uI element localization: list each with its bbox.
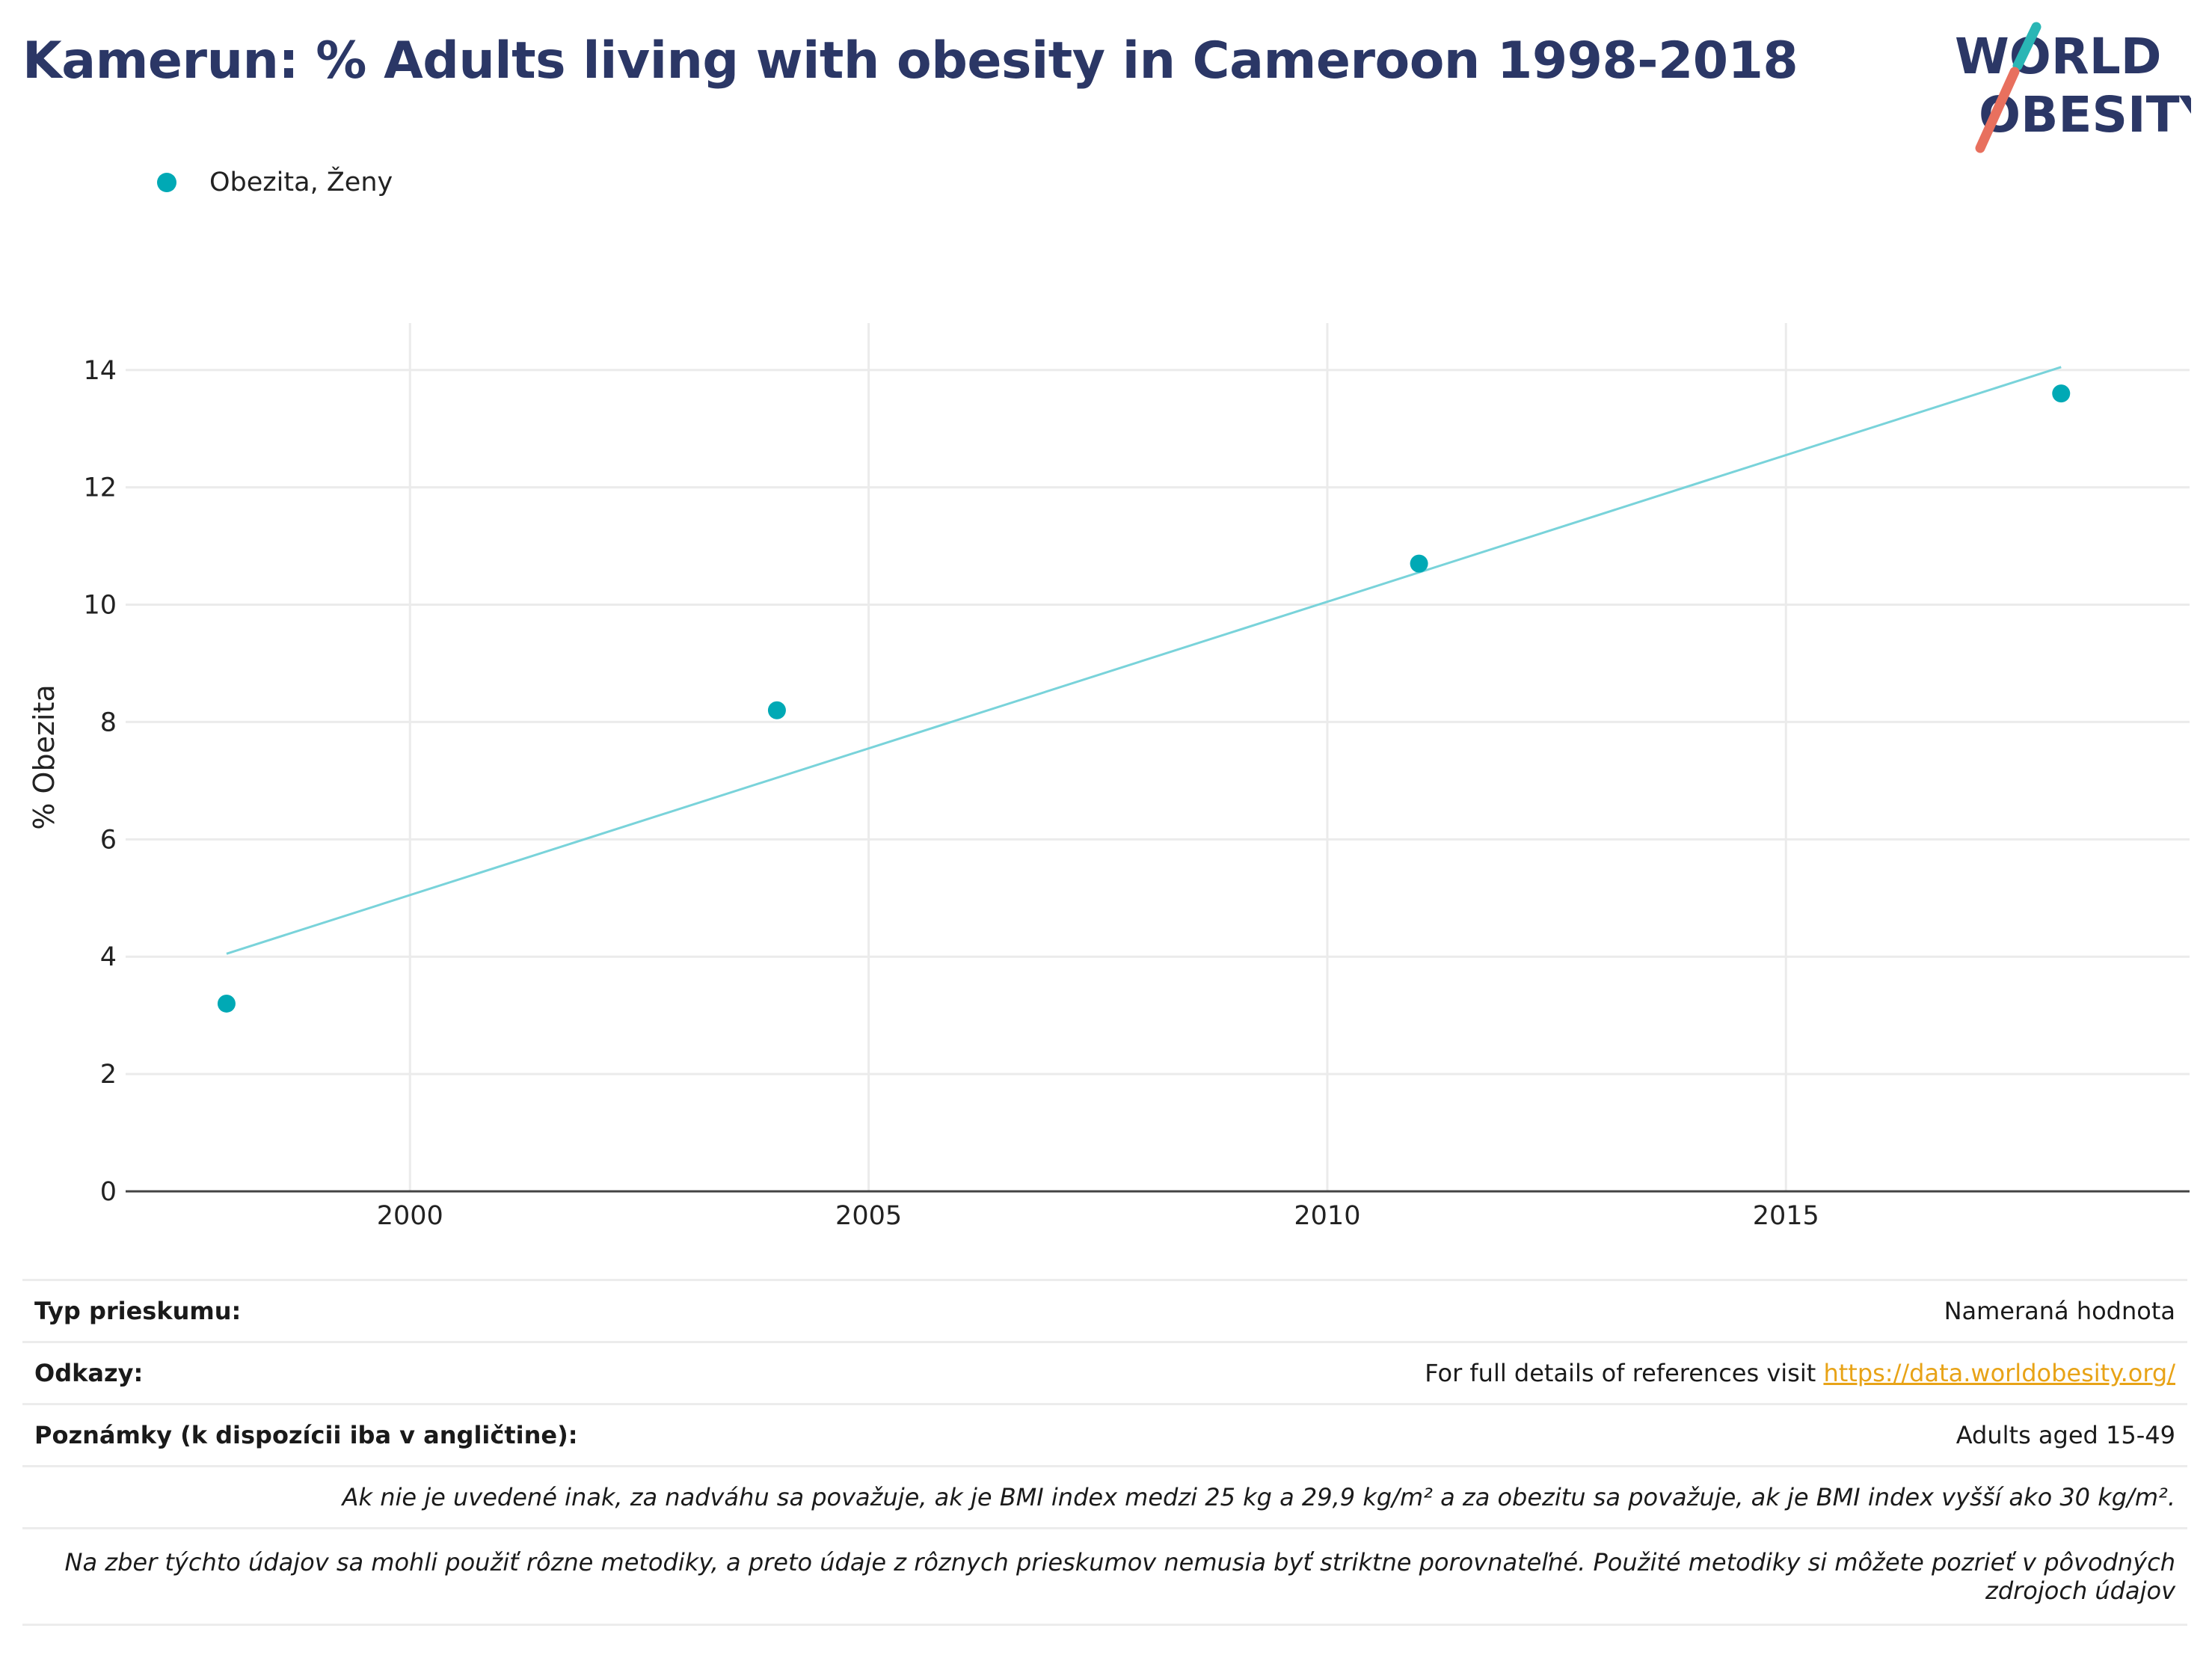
chart-legend: Obezita, Ženy <box>157 168 393 197</box>
scatter-chart: 0 2 4 6 8 10 12 14 2000 2005 2010 2015 % Obezita <box>28 323 2190 1231</box>
info-row-notes: Poznámky (k dispozícii iba v angličtine)… <box>22 1403 2187 1465</box>
notes-label: Poznámky (k dispozícii iba v angličtine)… <box>34 1421 578 1449</box>
y-axis-label: % Obezita <box>28 684 61 829</box>
info-row-references: Odkazy: For full details of references v… <box>22 1341 2187 1403</box>
survey-type-value: Nameraná hodnota <box>1944 1297 2175 1325</box>
logo-text-obesity: OBESITY <box>1979 86 2191 144</box>
y-tick-label: 10 <box>83 591 117 621</box>
y-tick-label: 2 <box>100 1060 117 1090</box>
y-tick-label: 8 <box>100 707 117 737</box>
info-row-methods-note: Na zber týchto údajov sa mohli použiť rô… <box>22 1527 2187 1626</box>
y-tick-label: 12 <box>83 473 117 503</box>
logo-text-world: WORLD <box>1955 28 2162 85</box>
data-point <box>767 701 786 719</box>
legend-marker <box>157 173 176 192</box>
x-tick-label: 2005 <box>835 1201 902 1231</box>
logo-slash-teal <box>2012 22 2042 71</box>
y-tick-label: 4 <box>100 942 117 972</box>
y-tick-label: 14 <box>83 356 117 386</box>
trend-line <box>226 366 2062 955</box>
x-tick-label: 2015 <box>1753 1201 1819 1231</box>
info-row-survey-type: Typ prieskumu: Nameraná hodnota <box>22 1279 2187 1341</box>
data-point <box>217 994 236 1013</box>
bmi-note: Ak nie je uvedené inak, za nadváhu sa po… <box>342 1483 2175 1511</box>
logo-slash-coral <box>1975 67 2020 153</box>
info-row-bmi-note: Ak nie je uvedené inak, za nadváhu sa po… <box>22 1465 2187 1527</box>
references-link[interactable]: https://data.worldobesity.org/ <box>1823 1359 2175 1387</box>
x-tick-label: 2010 <box>1294 1201 1360 1231</box>
references-text: For full details of references visit <box>1425 1359 1824 1387</box>
page-title: Kamerun: % Adults living with obesity in… <box>22 31 1798 90</box>
references-label: Odkazy: <box>34 1359 144 1387</box>
world-obesity-logo: WORLD OBESITY <box>1955 22 2191 153</box>
y-tick-label: 6 <box>100 825 117 855</box>
legend-label: Obezita, Ženy <box>209 168 393 197</box>
data-point <box>2052 384 2071 403</box>
data-point <box>1410 554 1428 573</box>
survey-type-label: Typ prieskumu: <box>34 1297 242 1325</box>
y-tick-label: 0 <box>100 1177 117 1207</box>
methods-note: Na zber týchto údajov sa mohli použiť rô… <box>64 1548 2175 1605</box>
notes-value: Adults aged 15-49 <box>1956 1421 2175 1449</box>
references-value: For full details of references visit htt… <box>1425 1359 2175 1387</box>
info-table: Typ prieskumu: Nameraná hodnota Odkazy: … <box>22 1279 2187 1626</box>
x-tick-label: 2000 <box>377 1201 443 1231</box>
